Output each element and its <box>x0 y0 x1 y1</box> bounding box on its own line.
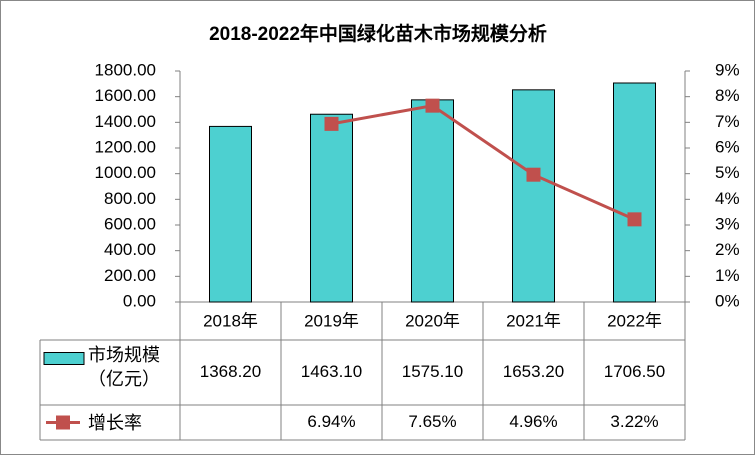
y-tick-label: 600.00 <box>104 214 156 233</box>
y-tick-label: 400.00 <box>104 240 156 259</box>
marker <box>526 167 541 182</box>
y-tick-label: 1000.00 <box>95 163 156 182</box>
marker <box>425 98 440 113</box>
y2-tick-label: 0% <box>715 291 740 310</box>
x-tick-label: 2019年 <box>304 311 359 330</box>
bar <box>310 113 353 303</box>
y-tick-label: 1800.00 <box>95 60 156 79</box>
marker <box>324 116 339 131</box>
y2-tick-label: 5% <box>715 163 740 182</box>
legend-label-box: 增长率 <box>88 412 142 434</box>
y-tick-label: 200.00 <box>104 266 156 285</box>
data-label: 1706.50 <box>604 362 665 381</box>
chart-title: 2018-2022年中国绿化苗木市场规模分析 <box>209 22 547 45</box>
y2-tick-label: 1% <box>715 266 740 285</box>
data-label: 7.65% <box>408 412 456 431</box>
bar <box>613 82 656 303</box>
y2-tick-label: 4% <box>715 189 740 208</box>
y2-tick-label: 7% <box>715 112 740 131</box>
y-tick-label: 800.00 <box>104 189 156 208</box>
data-label: 1653.20 <box>503 362 564 381</box>
data-label: 4.96% <box>509 412 557 431</box>
y-tick-label: 1600.00 <box>95 86 156 105</box>
data-label: 1368.20 <box>200 362 261 381</box>
data-label: 3.22% <box>610 412 658 431</box>
legend-label: 市场规模（亿元） <box>88 345 160 390</box>
x-tick-label: 2022年 <box>607 311 662 330</box>
line <box>331 104 636 221</box>
y-tick-label: 0.00 <box>123 291 156 310</box>
y2-tick-label: 3% <box>715 214 740 233</box>
marker <box>627 212 642 227</box>
x-tick-label: 2020年 <box>405 311 460 330</box>
legend-label: 增长率 <box>88 412 142 434</box>
data-label: 6.94% <box>307 412 355 431</box>
y-tick-label: 1400.00 <box>95 112 156 131</box>
legend-key <box>56 415 70 430</box>
y2-tick-label: 2% <box>715 240 740 259</box>
bar <box>411 99 454 303</box>
x-tick-label: 2018年 <box>203 311 258 330</box>
y2-tick-label: 8% <box>715 86 740 105</box>
data-label: 1463.10 <box>301 362 362 381</box>
x-tick-label: 2021年 <box>506 311 561 330</box>
y-tick-label: 1200.00 <box>95 137 156 156</box>
data-label: 1575.10 <box>402 362 463 381</box>
legend-key <box>43 352 85 365</box>
legend-label-box: 市场规模（亿元） <box>88 345 160 390</box>
bar <box>209 125 252 303</box>
bar <box>512 89 555 303</box>
y2-tick-label: 6% <box>715 137 740 156</box>
y2-tick-label: 9% <box>715 60 740 79</box>
